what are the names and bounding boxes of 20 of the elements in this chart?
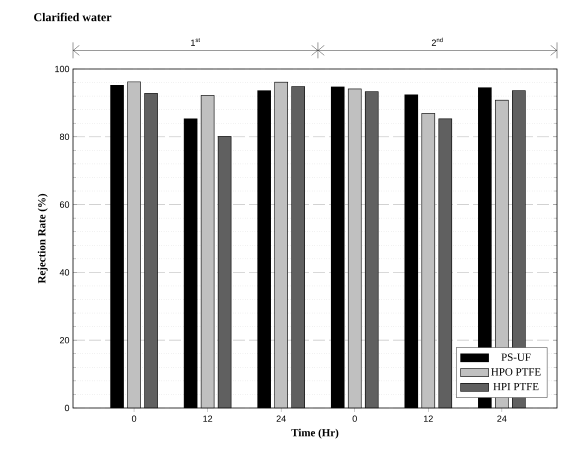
y-tick-label: 100 [55, 66, 70, 72]
x-tick-label: 12 [424, 416, 433, 422]
y-tick-label: 40 [60, 269, 70, 276]
text: 1$^{st}$ [191, 38, 200, 46]
x-tick-label: 24 [497, 416, 507, 422]
legend-label: HPI PTFE [493, 382, 538, 390]
x-tick-label: 0 [132, 416, 136, 422]
text: 2$^{nd}$ [432, 38, 443, 46]
legend-label: HPO PTFE [491, 368, 541, 376]
chart-title: Clarified water [34, 12, 112, 22]
x-axis-title: Time (Hr) [291, 428, 338, 439]
y-tick-label: 0 [64, 404, 70, 412]
y-tick-label: 20 [60, 337, 70, 344]
legend-label: PS-UF [501, 353, 531, 361]
x-tick-label: 0 [352, 416, 357, 422]
y-tick-label: 60 [60, 201, 70, 208]
y-tick-label: 80 [60, 134, 70, 140]
y-axis-title: Rejection Rate (%) [38, 194, 48, 284]
x-tick-label: 24 [276, 416, 286, 422]
x-tick-label: 12 [203, 416, 212, 422]
